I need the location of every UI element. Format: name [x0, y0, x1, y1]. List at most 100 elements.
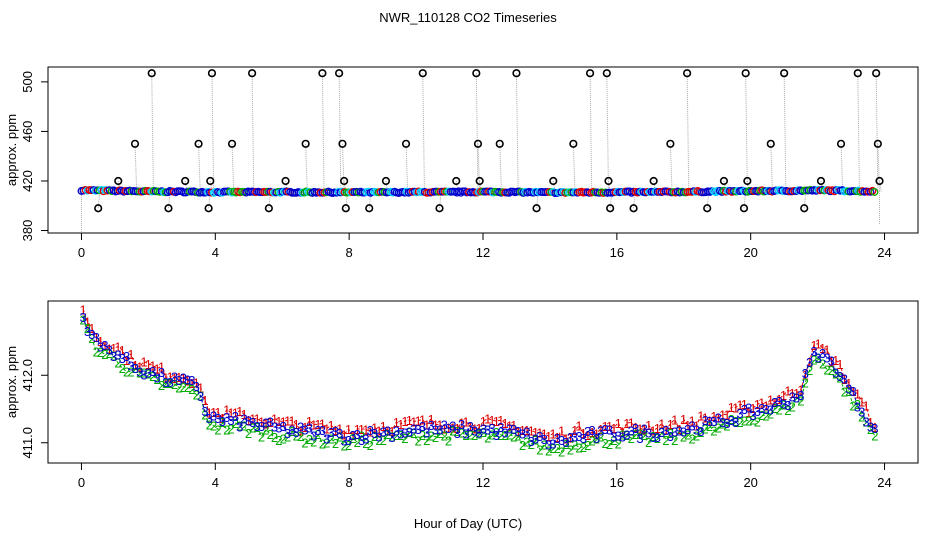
series-3-marker: 3: [388, 430, 395, 445]
series-1-marker: 1: [802, 367, 809, 382]
series-2-marker: 2: [532, 433, 539, 448]
series-1-marker: 1: [671, 412, 678, 427]
series-1-marker: 1: [245, 413, 252, 428]
series-3-marker: 3: [484, 422, 491, 437]
series-2-marker: 2: [410, 426, 417, 441]
series-2-marker: 2: [232, 416, 239, 431]
series-2-marker: 2: [771, 401, 778, 416]
spike-drop-line: [151, 73, 154, 192]
series-1-marker: 1: [536, 426, 543, 441]
series-1-marker: 1: [789, 386, 796, 401]
series-2-marker: 2: [180, 380, 187, 395]
series-3-marker: 3: [188, 373, 195, 388]
series-1-marker: 1: [419, 413, 426, 428]
series-2-marker: 2: [219, 415, 226, 430]
series-2-marker: 2: [358, 429, 365, 444]
series-3-marker: 3: [423, 426, 430, 441]
series-2-marker: 2: [501, 428, 508, 443]
series-3-marker: 3: [132, 361, 139, 376]
series-3-marker: 3: [314, 423, 321, 438]
series-2-marker: 2: [288, 424, 295, 439]
series-1-marker: 1: [397, 417, 404, 432]
series-3-marker: 3: [871, 421, 878, 436]
series-1-marker: 1: [697, 408, 704, 423]
series-3-marker: 3: [867, 419, 874, 434]
series-2-marker: 2: [341, 438, 348, 453]
series-3-marker: 3: [806, 355, 813, 370]
series-2-marker: 2: [123, 365, 130, 380]
series-3-marker: 3: [858, 404, 865, 419]
spike-drop-line: [770, 143, 773, 191]
series-1-marker: 1: [680, 412, 687, 427]
series-2-marker: 2: [858, 410, 865, 425]
series-1-marker: 1: [532, 425, 539, 440]
series-3-marker: 3: [358, 433, 365, 448]
spike-point: [719, 176, 729, 186]
series-1-marker: 1: [362, 422, 369, 437]
spike-point: [452, 176, 461, 186]
spike-point: [816, 176, 826, 186]
spike-drop-line: [857, 73, 860, 192]
series-2-marker: 2: [384, 427, 391, 442]
series-1-marker: 1: [171, 371, 178, 386]
spike-drop-line: [686, 73, 690, 192]
series-3-marker: 3: [341, 434, 348, 449]
x-tick-label: 4: [212, 475, 219, 490]
series-3-marker: 3: [306, 421, 313, 436]
series-1-marker: 1: [710, 409, 717, 424]
series-1-marker: 1: [175, 370, 182, 385]
series-3-marker: 3: [658, 425, 665, 440]
series-3-marker: 3: [493, 428, 500, 443]
x-tick-label: 12: [476, 245, 490, 260]
series-3-marker: 3: [523, 425, 530, 440]
series-2-marker: 2: [127, 364, 134, 379]
x-tick-label: 24: [877, 245, 891, 260]
series-3-marker: 3: [845, 382, 852, 397]
series-2-marker: 2: [580, 440, 587, 455]
series-1-marker: 1: [310, 418, 317, 433]
series-2-marker: 2: [741, 413, 748, 428]
series-1-marker: 1: [506, 418, 513, 433]
series-1-marker: 1: [145, 357, 152, 372]
series-2-marker: 2: [689, 432, 696, 447]
series-3-marker: 3: [497, 420, 504, 435]
series-1-marker: 1: [849, 384, 856, 399]
series-2-marker: 2: [167, 376, 174, 391]
series-1-marker: 1: [675, 422, 682, 437]
spike-point: [181, 176, 190, 186]
series-3-marker: 3: [319, 423, 326, 438]
series-2-marker: 2: [645, 435, 652, 450]
series-3-marker: 3: [832, 366, 839, 381]
series-2-marker: 2: [267, 427, 274, 442]
series-2-marker: 2: [319, 437, 326, 452]
series-3-marker: 3: [719, 415, 726, 430]
series-3-marker: 3: [284, 426, 291, 441]
series-1-marker: 1: [584, 428, 591, 443]
series-1-marker: 1: [367, 425, 374, 440]
series-1-marker: 1: [819, 341, 826, 356]
series-3-marker: 3: [767, 403, 774, 418]
series-3-marker: 3: [428, 418, 435, 433]
series-3-marker: 3: [93, 330, 100, 345]
series-3-marker: 3: [367, 423, 374, 438]
spike-drop-line: [338, 73, 342, 193]
series-3-marker: 3: [528, 434, 535, 449]
series-3-marker: 3: [436, 422, 443, 437]
series-2-marker: 2: [819, 357, 826, 372]
series-3-marker: 3: [784, 398, 791, 413]
series-3-marker: 3: [354, 427, 361, 442]
series-2-marker: 2: [349, 431, 356, 446]
series-1-marker: 1: [375, 423, 382, 438]
series-2-marker: 2: [206, 417, 213, 432]
series-2-marker: 2: [849, 398, 856, 413]
series-1-marker: 1: [454, 421, 461, 436]
y-tick-label: 500: [20, 71, 35, 93]
series-3-marker: 3: [145, 366, 152, 381]
series-2-marker: 2: [162, 376, 169, 391]
series-1-marker: 1: [689, 413, 696, 428]
spike-point: [418, 69, 427, 78]
series-1-marker: 1: [119, 343, 126, 358]
series-2-marker: 2: [293, 429, 300, 444]
series-3-marker: 3: [828, 353, 835, 368]
series-2-marker: 2: [153, 372, 160, 387]
